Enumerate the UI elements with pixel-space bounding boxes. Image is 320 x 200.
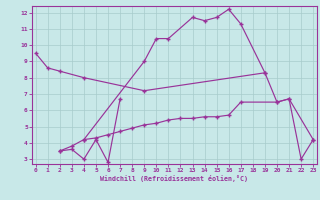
X-axis label: Windchill (Refroidissement éolien,°C): Windchill (Refroidissement éolien,°C)	[100, 175, 248, 182]
